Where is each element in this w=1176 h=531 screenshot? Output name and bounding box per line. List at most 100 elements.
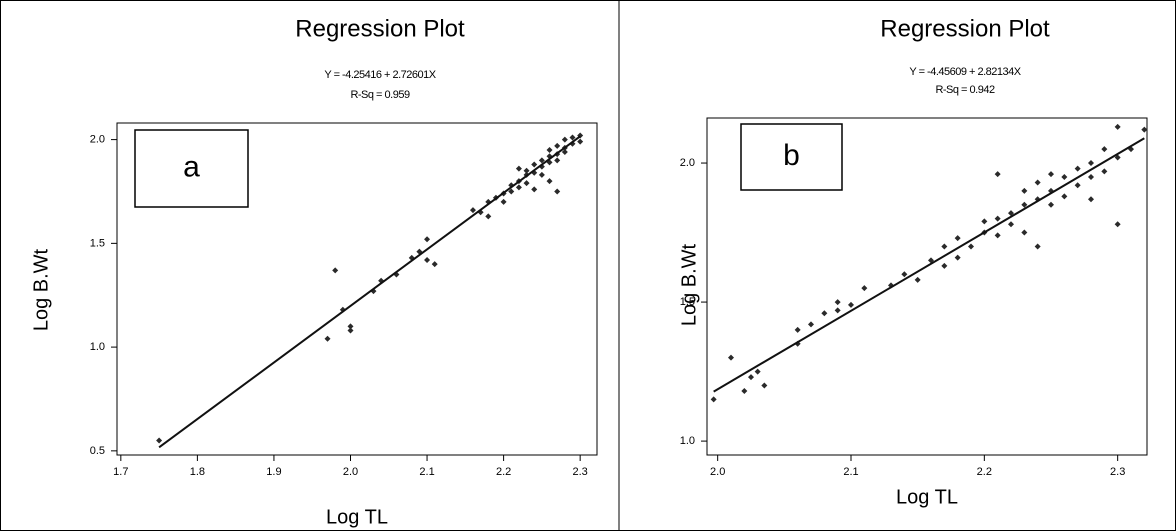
data-point <box>554 188 561 195</box>
data-point <box>554 157 561 164</box>
data-point <box>1048 201 1054 208</box>
data-point <box>554 142 561 149</box>
equation: Y = -4.25416 + 2.72601X <box>324 69 436 81</box>
data-point <box>577 138 584 145</box>
data-point <box>1114 123 1121 130</box>
data-point <box>1048 171 1054 178</box>
data-point <box>1114 221 1121 228</box>
y-tick-label: 1.5 <box>90 237 105 249</box>
data-point <box>821 310 828 317</box>
data-point <box>515 165 522 172</box>
data-point <box>994 171 1001 178</box>
regression-line <box>158 135 581 449</box>
data-point <box>1034 179 1041 186</box>
data-point <box>741 388 748 395</box>
x-axis-label: Log TL <box>326 506 388 528</box>
panel-label-box <box>740 123 843 191</box>
data-point <box>347 323 354 330</box>
data-point <box>1074 165 1081 172</box>
data-point <box>1088 196 1094 203</box>
data-point <box>546 178 553 185</box>
data-point <box>954 235 961 242</box>
data-point <box>156 437 163 444</box>
data-point <box>848 301 854 308</box>
data-point <box>523 180 530 187</box>
r-squared: R-Sq = 0.959 <box>350 89 410 101</box>
data-point <box>469 207 476 214</box>
data-point <box>981 218 988 225</box>
regression-line <box>713 137 1145 393</box>
data-point <box>941 262 948 269</box>
equation: Y = -4.45609 + 2.82134X <box>909 66 1021 78</box>
y-tick-label: 1.0 <box>90 341 105 353</box>
x-tick-label: 2.2 <box>496 466 511 478</box>
data-point <box>710 396 717 403</box>
x-tick-label: 2.2 <box>977 466 992 478</box>
data-point <box>834 299 841 306</box>
data-point <box>861 285 868 292</box>
data-point <box>834 307 841 314</box>
y-tick-label: 1.5 <box>680 296 695 308</box>
panel-label: a <box>183 150 200 183</box>
chart-title: Regression Plot <box>295 15 465 42</box>
data-point <box>561 149 568 156</box>
data-point <box>754 368 761 375</box>
data-point <box>1141 126 1148 133</box>
data-point <box>531 161 538 168</box>
data-point <box>546 146 553 153</box>
y-tick-label: 2.0 <box>90 134 105 146</box>
data-point <box>500 198 507 205</box>
y-tick-label: 2.0 <box>680 157 695 169</box>
data-point <box>1008 221 1014 228</box>
x-tick-label: 2.0 <box>343 466 358 478</box>
x-tick-label: 1.7 <box>113 466 128 478</box>
data-point <box>941 243 948 250</box>
panel-label: b <box>783 139 800 172</box>
y-tick-label: 0.5 <box>90 445 105 457</box>
data-point <box>485 213 492 220</box>
data-point <box>808 321 814 328</box>
x-tick-label: 2.0 <box>710 466 725 478</box>
data-point <box>1061 193 1068 200</box>
plot-frame <box>706 117 1148 456</box>
data-point <box>324 335 331 342</box>
data-point <box>332 267 339 274</box>
data-point <box>914 276 921 283</box>
data-point <box>1088 160 1094 167</box>
data-point <box>347 327 354 334</box>
x-tick-label: 2.3 <box>573 466 588 478</box>
data-point <box>968 243 974 250</box>
data-point <box>531 186 538 193</box>
data-point <box>994 215 1001 222</box>
data-point <box>1061 173 1068 180</box>
x-tick-label: 2.1 <box>843 466 858 478</box>
data-point <box>538 157 545 164</box>
data-point <box>538 171 545 178</box>
data-point <box>728 354 734 361</box>
data-point <box>1074 182 1081 189</box>
data-point <box>1101 168 1108 175</box>
data-point <box>1021 201 1028 208</box>
data-point <box>515 184 522 191</box>
data-point <box>424 236 431 243</box>
x-axis-label: Log TL <box>896 486 958 508</box>
data-point <box>901 271 908 278</box>
data-point <box>1021 187 1028 194</box>
data-point <box>954 254 961 261</box>
data-point <box>569 134 576 141</box>
plot-frame <box>116 122 598 456</box>
x-tick-label: 1.8 <box>190 466 205 478</box>
data-point <box>1101 146 1108 153</box>
chart-title: Regression Plot <box>880 15 1050 42</box>
y-axis-label: Log B.Wt <box>678 243 700 326</box>
x-tick-label: 1.9 <box>266 466 281 478</box>
x-tick-label: 2.1 <box>419 466 434 478</box>
data-point <box>508 188 515 195</box>
data-point <box>1008 210 1014 217</box>
panel-label-box <box>134 129 249 208</box>
data-point <box>994 232 1001 239</box>
data-point <box>561 136 568 143</box>
data-point <box>1034 243 1041 250</box>
